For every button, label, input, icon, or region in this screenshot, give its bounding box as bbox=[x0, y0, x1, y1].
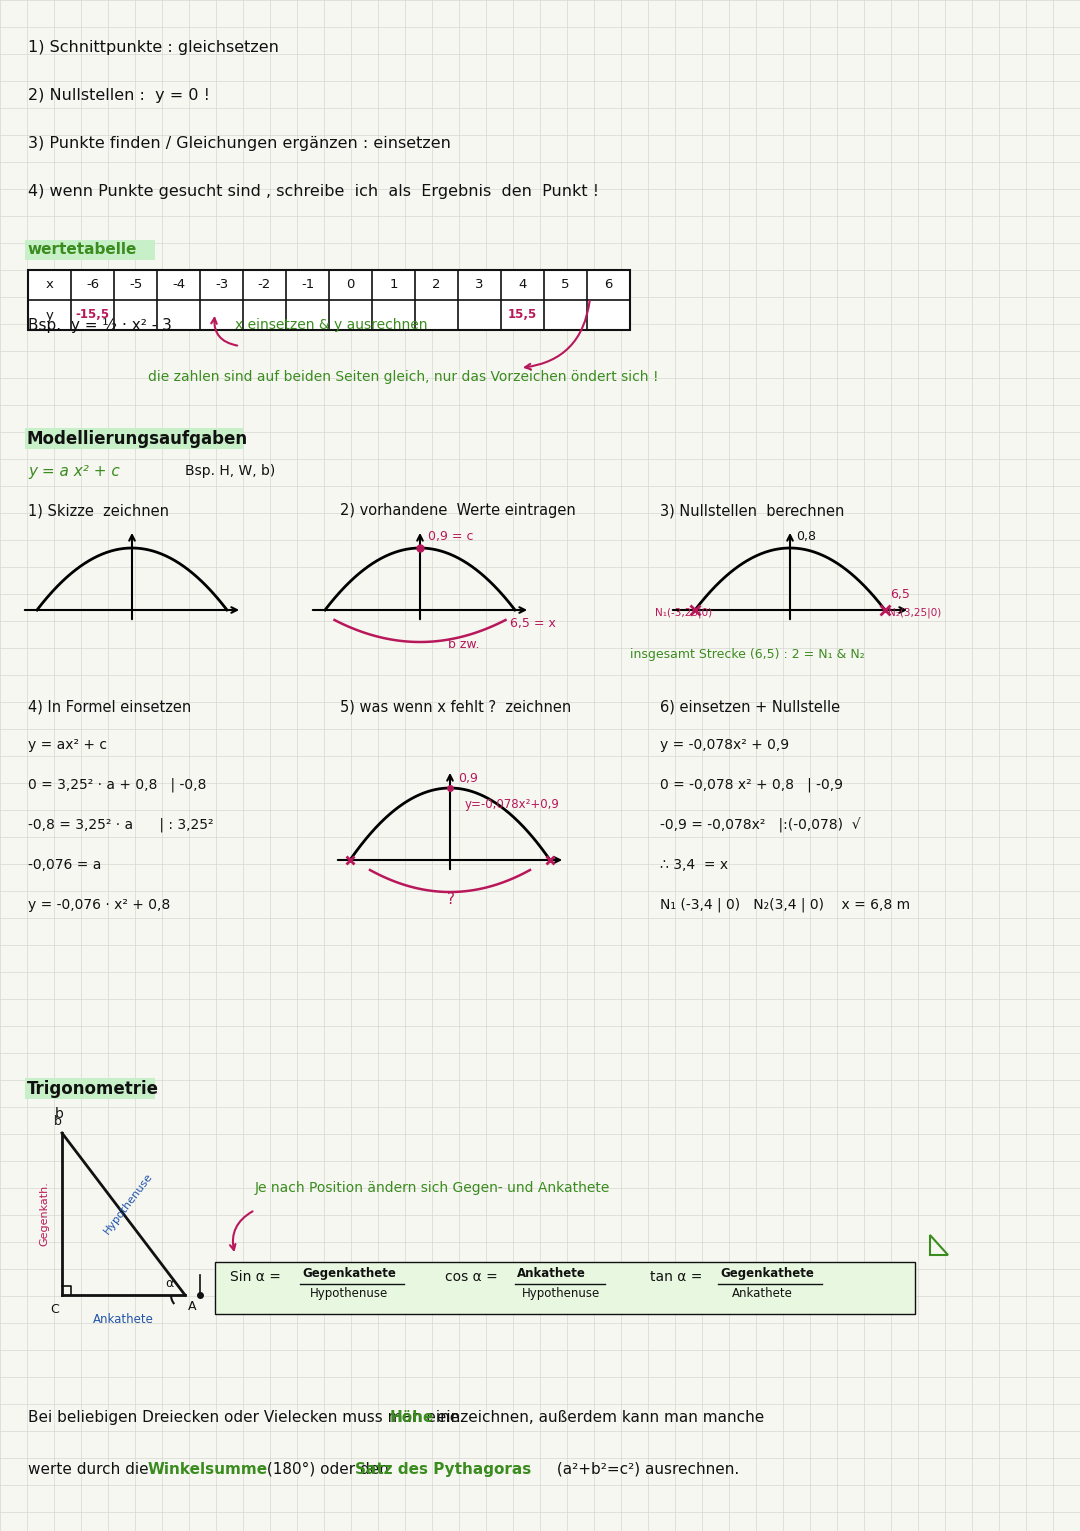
Text: y=-0,078x²+0,9: y=-0,078x²+0,9 bbox=[465, 798, 559, 811]
Text: Hypothenuse: Hypothenuse bbox=[522, 1288, 600, 1300]
Text: Höhe: Höhe bbox=[390, 1410, 434, 1425]
Text: Gegenkathete: Gegenkathete bbox=[720, 1268, 814, 1280]
Text: Satz des Pythagoras: Satz des Pythagoras bbox=[355, 1462, 531, 1477]
Text: A: A bbox=[188, 1300, 197, 1314]
Text: Bei beliebigen Dreiecken oder Vielecken muss man eine: Bei beliebigen Dreiecken oder Vielecken … bbox=[28, 1410, 464, 1425]
Text: 2: 2 bbox=[432, 279, 441, 291]
Text: Je nach Position ändern sich Gegen- und Ankathete: Je nach Position ändern sich Gegen- und … bbox=[255, 1180, 610, 1196]
Text: b: b bbox=[54, 1115, 62, 1128]
Text: y = -0,078x² + 0,9: y = -0,078x² + 0,9 bbox=[660, 738, 789, 752]
Bar bbox=[25, 240, 156, 260]
Text: ∴ 3,4  = x: ∴ 3,4 = x bbox=[660, 857, 728, 873]
Text: tan α =: tan α = bbox=[650, 1271, 702, 1285]
Text: -0,8 = 3,25² · a      | : 3,25²: -0,8 = 3,25² · a | : 3,25² bbox=[28, 818, 214, 833]
Text: y = ax² + c: y = ax² + c bbox=[28, 738, 107, 752]
Text: wertetabelle: wertetabelle bbox=[27, 242, 136, 257]
Text: Bsp. H, W, b): Bsp. H, W, b) bbox=[185, 464, 275, 478]
Text: b: b bbox=[55, 1107, 64, 1121]
Text: N₁(-3,25|0): N₁(-3,25|0) bbox=[654, 608, 712, 619]
Text: einzeichnen, außerdem kann man manche: einzeichnen, außerdem kann man manche bbox=[432, 1410, 765, 1425]
Text: N₁ (-3,4 | 0)   N₂(3,4 | 0)    x = 6,8 m: N₁ (-3,4 | 0) N₂(3,4 | 0) x = 6,8 m bbox=[660, 899, 910, 912]
Text: 4) wenn Punkte gesucht sind , schreibe  ich  als  Ergebnis  den  Punkt !: 4) wenn Punkte gesucht sind , schreibe i… bbox=[28, 184, 599, 199]
Text: -0,9 = -0,078x²   |:(-0,078)  √: -0,9 = -0,078x² |:(-0,078) √ bbox=[660, 818, 861, 833]
Text: 0,9: 0,9 bbox=[458, 772, 477, 785]
Text: Modellierungsaufgaben: Modellierungsaufgaben bbox=[27, 430, 248, 449]
Text: (180°) oder den: (180°) oder den bbox=[262, 1462, 394, 1477]
Text: -6: -6 bbox=[86, 279, 99, 291]
Text: 4) In Formel einsetzen: 4) In Formel einsetzen bbox=[28, 700, 191, 715]
Text: Ankathete: Ankathete bbox=[517, 1268, 585, 1280]
Text: 15,5: 15,5 bbox=[508, 309, 537, 322]
Text: -0,076 = a: -0,076 = a bbox=[28, 857, 102, 873]
Text: 6,5 = x: 6,5 = x bbox=[510, 617, 556, 629]
Text: x: x bbox=[45, 279, 53, 291]
Text: -4: -4 bbox=[172, 279, 185, 291]
Text: α: α bbox=[165, 1277, 173, 1291]
Text: y: y bbox=[45, 309, 53, 322]
Bar bbox=[25, 1078, 156, 1099]
Text: 0,8: 0,8 bbox=[796, 530, 816, 544]
Text: insgesamt Strecke (6,5) : 2 = N₁ & N₂: insgesamt Strecke (6,5) : 2 = N₁ & N₂ bbox=[630, 648, 865, 661]
Text: 0: 0 bbox=[347, 279, 354, 291]
Text: Hypothenuse: Hypothenuse bbox=[310, 1288, 388, 1300]
Text: x einsetzen & y ausrechnen: x einsetzen & y ausrechnen bbox=[235, 318, 428, 332]
Text: b zw.: b zw. bbox=[448, 638, 480, 651]
Text: -3: -3 bbox=[215, 279, 228, 291]
Text: 1) Schnittpunkte : gleichsetzen: 1) Schnittpunkte : gleichsetzen bbox=[28, 40, 279, 55]
Text: 0 = -0,078 x² + 0,8   | -0,9: 0 = -0,078 x² + 0,8 | -0,9 bbox=[660, 778, 843, 793]
Text: -1: -1 bbox=[301, 279, 314, 291]
Text: 3) Nullstellen  berechnen: 3) Nullstellen berechnen bbox=[660, 504, 845, 517]
Text: 0 = 3,25² · a + 0,8   | -0,8: 0 = 3,25² · a + 0,8 | -0,8 bbox=[28, 778, 206, 793]
Text: -5: -5 bbox=[129, 279, 143, 291]
Text: 1) Skizze  zeichnen: 1) Skizze zeichnen bbox=[28, 504, 168, 517]
Text: cos α =: cos α = bbox=[445, 1271, 498, 1285]
Text: 2) vorhandene  Werte eintragen: 2) vorhandene Werte eintragen bbox=[340, 504, 576, 517]
Text: C: C bbox=[50, 1303, 58, 1317]
Text: werte durch die: werte durch die bbox=[28, 1462, 153, 1477]
Text: 1: 1 bbox=[389, 279, 397, 291]
Text: -2: -2 bbox=[258, 279, 271, 291]
Text: -15,5: -15,5 bbox=[76, 309, 109, 322]
Text: Hypothenuse: Hypothenuse bbox=[103, 1171, 154, 1237]
Text: 6) einsetzen + Nullstelle: 6) einsetzen + Nullstelle bbox=[660, 700, 840, 715]
Text: N₂(3,25|0): N₂(3,25|0) bbox=[888, 608, 942, 619]
Bar bbox=[28, 269, 630, 331]
Text: Gegenkath.: Gegenkath. bbox=[39, 1182, 49, 1246]
Bar bbox=[215, 1262, 915, 1314]
Text: Winkelsumme: Winkelsumme bbox=[148, 1462, 268, 1477]
Text: 6: 6 bbox=[605, 279, 612, 291]
Text: 5) was wenn x fehlt ?  zeichnen: 5) was wenn x fehlt ? zeichnen bbox=[340, 700, 571, 715]
Text: 6,5: 6,5 bbox=[890, 588, 909, 602]
Text: 4: 4 bbox=[518, 279, 527, 291]
Text: 3) Punkte finden / Gleichungen ergänzen : einsetzen: 3) Punkte finden / Gleichungen ergänzen … bbox=[28, 136, 450, 152]
Text: Ankathete: Ankathete bbox=[732, 1288, 793, 1300]
Text: Bsp.  y = ½ · x² - 3: Bsp. y = ½ · x² - 3 bbox=[28, 318, 172, 334]
Text: 3: 3 bbox=[475, 279, 484, 291]
Bar bbox=[25, 429, 243, 449]
Text: 2) Nullstellen :  y = 0 !: 2) Nullstellen : y = 0 ! bbox=[28, 87, 210, 103]
Text: Ankathete: Ankathete bbox=[93, 1314, 154, 1326]
Text: die zahlen sind auf beiden Seiten gleich, nur das Vorzeichen öndert sich !: die zahlen sind auf beiden Seiten gleich… bbox=[148, 371, 659, 384]
Text: ?: ? bbox=[447, 893, 455, 906]
Text: 5: 5 bbox=[562, 279, 570, 291]
Text: Gegenkathete: Gegenkathete bbox=[302, 1268, 396, 1280]
Text: Sin α =: Sin α = bbox=[230, 1271, 281, 1285]
Text: y = a x² + c: y = a x² + c bbox=[28, 464, 120, 479]
Text: 0,9 = c: 0,9 = c bbox=[428, 530, 473, 544]
Text: Trigonometrie: Trigonometrie bbox=[27, 1079, 159, 1098]
Text: (a²+b²=c²) ausrechnen.: (a²+b²=c²) ausrechnen. bbox=[552, 1462, 739, 1477]
Text: y = -0,076 · x² + 0,8: y = -0,076 · x² + 0,8 bbox=[28, 899, 171, 912]
